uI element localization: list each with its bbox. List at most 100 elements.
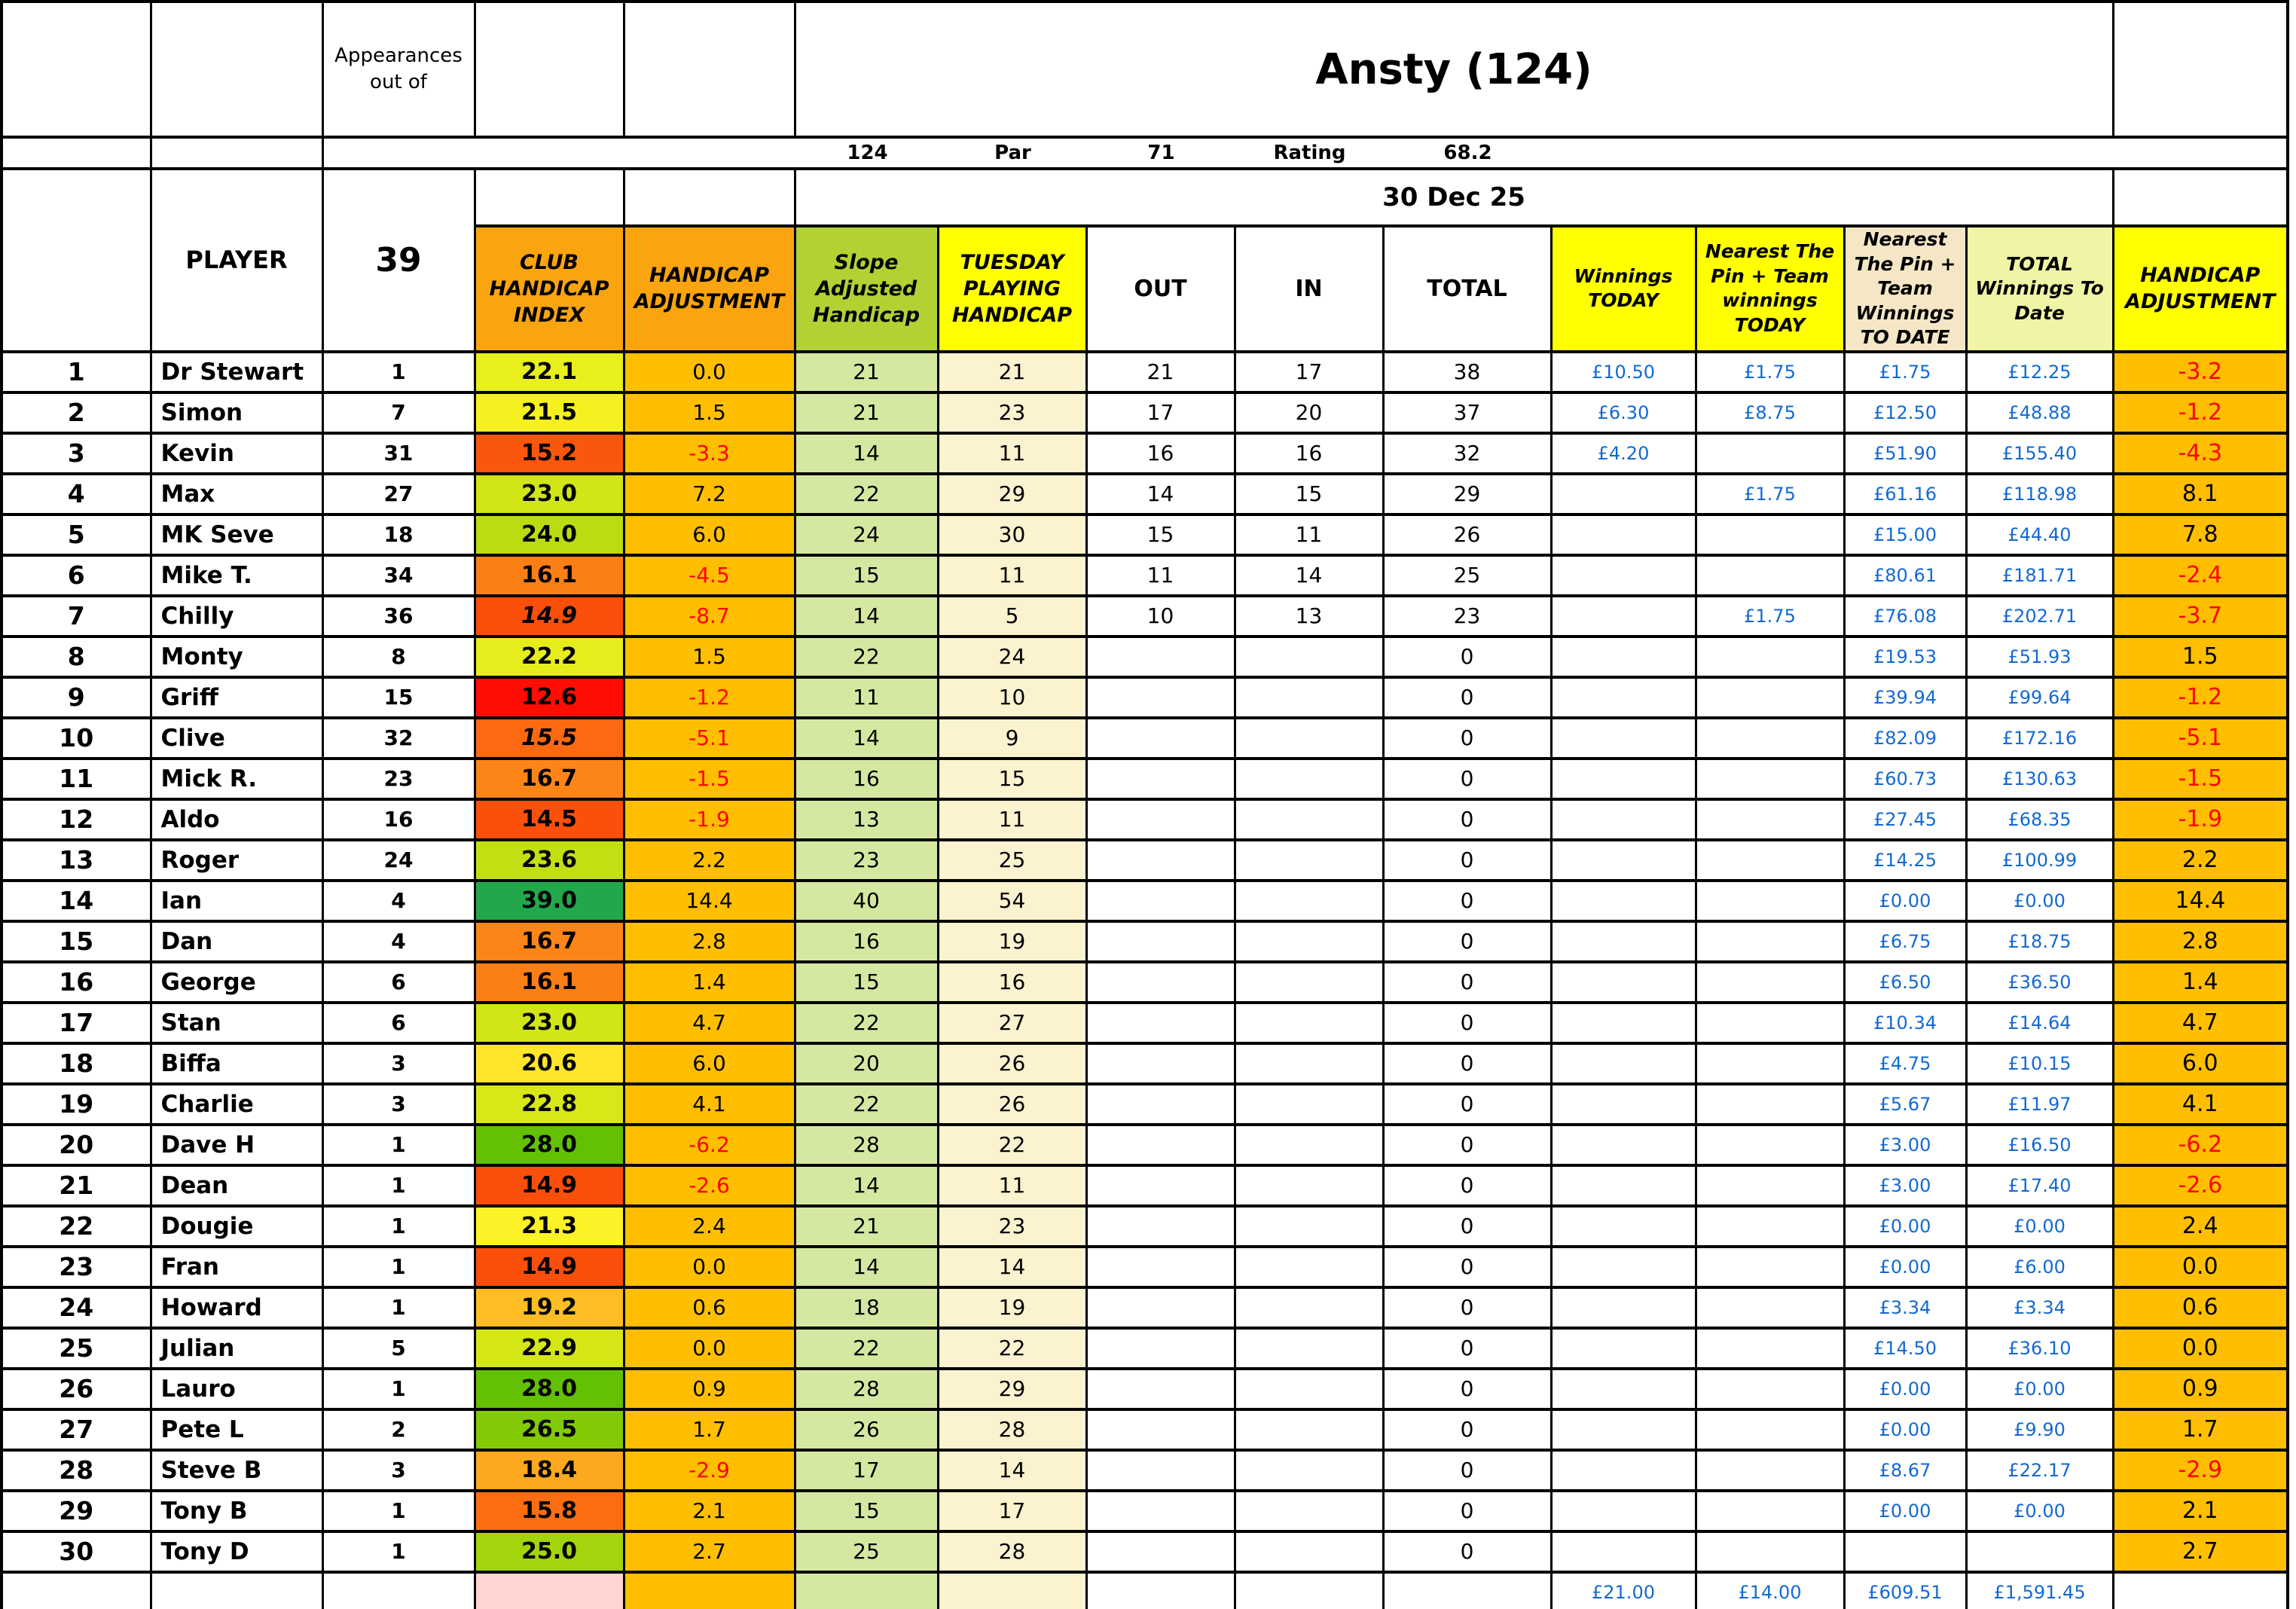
cell-slope-adjusted-handicap[interactable]: 21 bbox=[793, 1204, 939, 1248]
cell-player-name[interactable]: Dean bbox=[149, 1163, 324, 1208]
cell-total-winnings-to-date[interactable]: £17.40 bbox=[1965, 1163, 2114, 1208]
cell-handicap-adjustment-cum[interactable]: 2.2 bbox=[2111, 838, 2289, 882]
cell-slope-adjusted-handicap[interactable]: 25 bbox=[793, 1529, 939, 1574]
cell-out[interactable] bbox=[1085, 1244, 1236, 1289]
cell-club-handicap-index[interactable]: 28.0 bbox=[473, 1366, 625, 1411]
cell-slope-adjusted-handicap[interactable]: 22 bbox=[793, 1000, 939, 1045]
cell-nearest-pin-today[interactable] bbox=[1694, 1366, 1846, 1411]
cell-nearest-pin-today[interactable] bbox=[1694, 1163, 1846, 1208]
empty-cell[interactable] bbox=[149, 0, 324, 139]
cell-club-handicap-index[interactable]: 23.0 bbox=[473, 472, 625, 516]
cell-handicap-adjustment[interactable]: -6.2 bbox=[622, 1122, 796, 1167]
cell-slope-adjusted-handicap[interactable]: 22 bbox=[793, 1326, 939, 1370]
cell-row-number[interactable]: 8 bbox=[0, 634, 152, 679]
cell-row-number[interactable]: 15 bbox=[0, 919, 152, 963]
cell-nearest-pin-to-date[interactable]: £60.73 bbox=[1843, 756, 1968, 801]
cell-handicap-adjustment-cum[interactable]: 0.9 bbox=[2111, 1366, 2289, 1411]
empty-cell[interactable] bbox=[1233, 1570, 1385, 1609]
cell-in[interactable] bbox=[1233, 797, 1385, 841]
cell-club-handicap-index[interactable]: 25.0 bbox=[473, 1529, 625, 1574]
cell-out[interactable] bbox=[1085, 797, 1236, 841]
empty-cell[interactable] bbox=[2111, 167, 2289, 227]
cell-tuesday-playing-handicap[interactable]: 25 bbox=[936, 838, 1088, 882]
cell-row-number[interactable]: 29 bbox=[0, 1488, 152, 1533]
cell-appearances[interactable]: 3 bbox=[321, 1082, 476, 1126]
cell-handicap-adjustment[interactable]: 2.8 bbox=[622, 919, 796, 963]
cell-total[interactable]: 37 bbox=[1382, 390, 1553, 435]
cell-total-winnings-to-date[interactable]: £68.35 bbox=[1965, 797, 2114, 841]
cell-nearest-pin-to-date[interactable]: £0.00 bbox=[1843, 1488, 1968, 1533]
cell-handicap-adjustment[interactable]: 1.5 bbox=[622, 634, 796, 679]
cell-handicap-adjustment[interactable]: -2.9 bbox=[622, 1448, 796, 1492]
cell-total-winnings-to-date[interactable]: £118.98 bbox=[1965, 472, 2114, 516]
cell-out[interactable]: 10 bbox=[1085, 594, 1236, 638]
cell-handicap-adjustment-cum[interactable]: 0.6 bbox=[2111, 1285, 2289, 1330]
cell-club-handicap-index[interactable]: 16.1 bbox=[473, 553, 625, 597]
cell-player-name[interactable]: Dr Stewart bbox=[149, 350, 324, 394]
cell-club-handicap-index[interactable]: 22.9 bbox=[473, 1326, 625, 1370]
cell-total[interactable]: 0 bbox=[1382, 1204, 1553, 1248]
chi-footer-cell[interactable] bbox=[473, 1570, 625, 1609]
cell-total[interactable]: 0 bbox=[1382, 1000, 1553, 1045]
cell-winnings-today[interactable] bbox=[1549, 553, 1697, 597]
cell-player-name[interactable]: Dave H bbox=[149, 1122, 324, 1167]
cell-player-name[interactable]: Steve B bbox=[149, 1448, 324, 1492]
cell-nearest-pin-today[interactable] bbox=[1694, 512, 1846, 557]
cell-winnings-today[interactable] bbox=[1549, 1407, 1697, 1452]
cell-total-winnings-to-date[interactable]: £130.63 bbox=[1965, 756, 2114, 801]
totals-winnings-to-date-cell[interactable]: £1,591.45 bbox=[1965, 1570, 2114, 1609]
cell-appearances[interactable]: 5 bbox=[321, 1326, 476, 1370]
empty-cell[interactable] bbox=[321, 1570, 476, 1609]
cell-appearances[interactable]: 4 bbox=[321, 878, 476, 923]
cell-nearest-pin-to-date[interactable]: £0.00 bbox=[1843, 1204, 1968, 1248]
cell-out[interactable]: 11 bbox=[1085, 553, 1236, 597]
cell-out[interactable] bbox=[1085, 1082, 1236, 1126]
cell-out[interactable] bbox=[1085, 1122, 1236, 1167]
cell-appearances[interactable]: 1 bbox=[321, 350, 476, 394]
cell-row-number[interactable]: 16 bbox=[0, 960, 152, 1004]
cell-club-handicap-index[interactable]: 22.1 bbox=[473, 350, 625, 394]
cell-player-name[interactable]: Mike T. bbox=[149, 553, 324, 597]
handicap-adjustment-header[interactable]: HANDICAP ADJUSTMENT bbox=[622, 224, 796, 353]
cell-total-winnings-to-date[interactable]: £10.15 bbox=[1965, 1041, 2114, 1085]
cell-slope-adjusted-handicap[interactable]: 16 bbox=[793, 756, 939, 801]
cell-handicap-adjustment[interactable]: 1.4 bbox=[622, 960, 796, 1004]
cell-row-number[interactable]: 19 bbox=[0, 1082, 152, 1126]
cell-nearest-pin-to-date[interactable]: £3.00 bbox=[1843, 1163, 1968, 1208]
cell-handicap-adjustment[interactable]: 0.0 bbox=[622, 1326, 796, 1370]
cell-nearest-pin-to-date[interactable]: £3.34 bbox=[1843, 1285, 1968, 1330]
cell-handicap-adjustment-cum[interactable]: 2.1 bbox=[2111, 1488, 2289, 1533]
cell-handicap-adjustment-cum[interactable]: 1.5 bbox=[2111, 634, 2289, 679]
cell-out[interactable]: 21 bbox=[1085, 350, 1236, 394]
cell-winnings-today[interactable] bbox=[1549, 919, 1697, 963]
cell-out[interactable] bbox=[1085, 1326, 1236, 1370]
cell-appearances[interactable]: 1 bbox=[321, 1204, 476, 1248]
cell-appearances[interactable]: 6 bbox=[321, 1000, 476, 1045]
cell-out[interactable] bbox=[1085, 716, 1236, 760]
cell-winnings-today[interactable] bbox=[1549, 594, 1697, 638]
cell-in[interactable] bbox=[1233, 1448, 1385, 1492]
cell-nearest-pin-to-date[interactable]: £8.67 bbox=[1843, 1448, 1968, 1492]
cell-winnings-today[interactable] bbox=[1549, 1366, 1697, 1411]
cell-tuesday-playing-handicap[interactable]: 17 bbox=[936, 1488, 1088, 1533]
cell-row-number[interactable]: 9 bbox=[0, 675, 152, 719]
cell-row-number[interactable]: 20 bbox=[0, 1122, 152, 1167]
cell-club-handicap-index[interactable]: 20.6 bbox=[473, 1041, 625, 1085]
cell-handicap-adjustment[interactable]: 0.0 bbox=[622, 350, 796, 394]
cell-handicap-adjustment-cum[interactable]: -2.9 bbox=[2111, 1448, 2289, 1492]
cell-row-number[interactable]: 27 bbox=[0, 1407, 152, 1452]
cell-handicap-adjustment-cum[interactable]: -1.2 bbox=[2111, 675, 2289, 719]
cell-nearest-pin-to-date[interactable]: £0.00 bbox=[1843, 1244, 1968, 1289]
cell-winnings-today[interactable] bbox=[1549, 878, 1697, 923]
appearances-total-cell[interactable]: 39 bbox=[321, 167, 476, 353]
cell-in[interactable] bbox=[1233, 675, 1385, 719]
cell-winnings-today[interactable] bbox=[1549, 1488, 1697, 1533]
slope-footer-cell[interactable] bbox=[793, 1570, 939, 1609]
nearest-pin-to-date-header[interactable]: Nearest The Pin + Team Winnings TO DATE bbox=[1843, 224, 1968, 353]
cell-player-name[interactable]: Aldo bbox=[149, 797, 324, 841]
cell-tuesday-playing-handicap[interactable]: 54 bbox=[936, 878, 1088, 923]
empty-cell[interactable] bbox=[2111, 1570, 2289, 1609]
cell-total-winnings-to-date[interactable]: £11.97 bbox=[1965, 1082, 2114, 1126]
cell-row-number[interactable]: 11 bbox=[0, 756, 152, 801]
cell-handicap-adjustment-cum[interactable]: -1.5 bbox=[2111, 756, 2289, 801]
